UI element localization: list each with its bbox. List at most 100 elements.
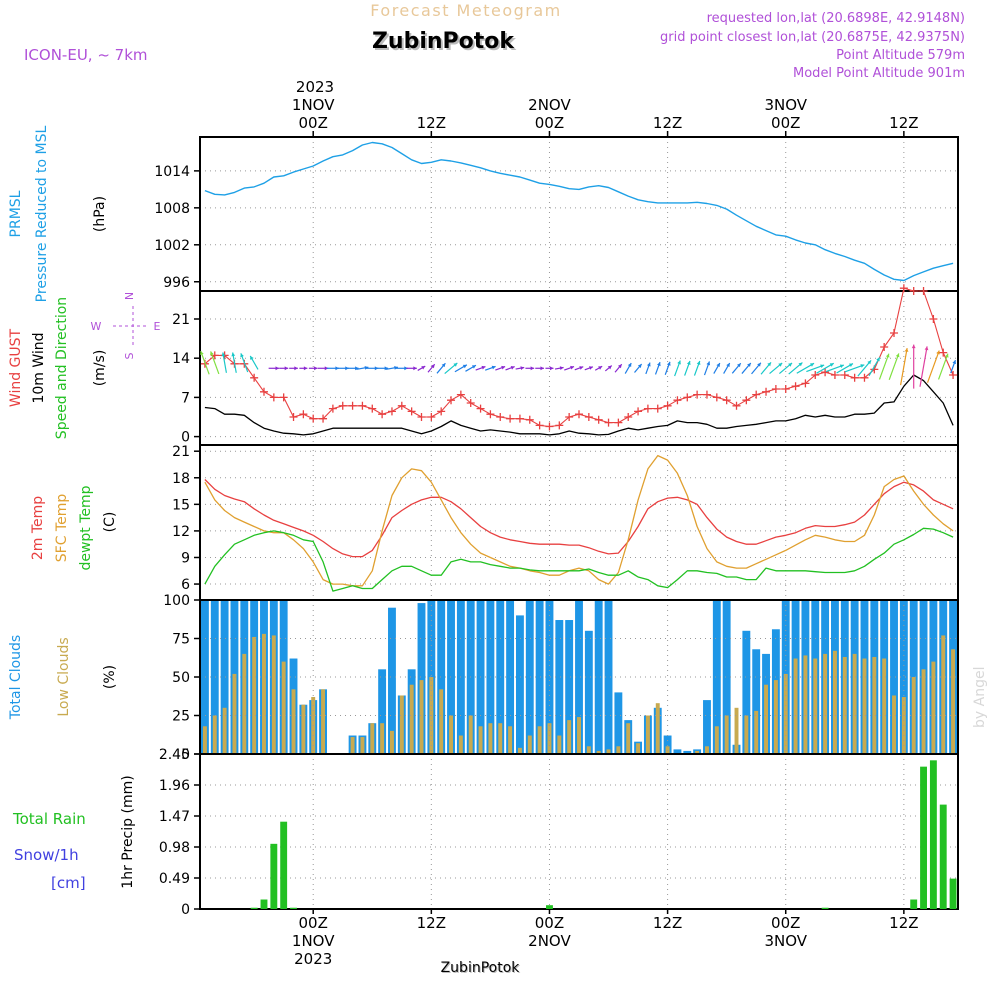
gust-marker	[919, 287, 928, 295]
wind-arrow-head	[579, 366, 584, 370]
low-cloud-bar	[271, 635, 276, 754]
top-year-label: 2023	[296, 78, 334, 96]
low-cloud-bar	[695, 750, 700, 754]
wind10m-label: 10m Wind	[31, 332, 47, 403]
gust-marker	[476, 404, 485, 413]
total-cloud-bar	[525, 600, 534, 754]
compass-n: N	[123, 292, 136, 300]
temp-unit: (C)	[102, 512, 118, 533]
wind-arrow	[505, 366, 515, 371]
total-cloud-bar	[565, 620, 574, 754]
total-cloud-bar	[575, 600, 583, 754]
low-cloud-bar	[754, 710, 759, 754]
wind-arrow	[574, 366, 584, 371]
gust-marker	[338, 401, 347, 410]
wind-arrow	[731, 362, 742, 374]
y-tick-label: 1.96	[159, 778, 190, 794]
wind-arrow-head	[911, 344, 916, 349]
wind-arrow	[816, 362, 835, 374]
wind-arrow-head	[570, 365, 575, 370]
wind-arrow-head	[696, 360, 701, 365]
gust-marker	[643, 404, 652, 413]
gust-marker	[348, 401, 357, 410]
total-cloud-bar	[604, 600, 613, 754]
wind-arrow-head	[441, 363, 446, 368]
total-clouds-label: Total Clouds	[8, 635, 24, 720]
gust-marker	[407, 407, 416, 416]
total-cloud-bar	[899, 600, 908, 754]
total-cloud-bar	[890, 600, 898, 754]
wind-arrow-head	[462, 364, 467, 369]
gust-marker	[289, 413, 298, 421]
wind-arrow-head	[559, 366, 564, 371]
wind-arrow-shaft	[888, 353, 900, 380]
top-hour-label: 00Z	[299, 114, 328, 132]
low-cloud-bar	[911, 677, 916, 754]
wind-arrow	[317, 366, 329, 371]
gust-marker	[525, 415, 534, 424]
wind-arrow-head	[549, 366, 554, 371]
gust-marker	[515, 414, 524, 423]
wind-arrow-head	[686, 360, 691, 365]
clouds-unit: (%)	[102, 665, 118, 689]
gust-marker	[909, 287, 918, 295]
gust-marker	[880, 343, 889, 351]
low-cloud-bar	[527, 735, 532, 754]
rain-bar	[920, 766, 927, 909]
header: Forecast Meteogram ZubinPotok ICON-EU, ~…	[24, 1, 965, 96]
low-cloud-bar	[606, 749, 611, 754]
gust-marker	[683, 393, 692, 402]
gust-marker	[663, 401, 672, 410]
wind-arrow-head	[637, 364, 642, 368]
gust-marker	[890, 329, 899, 337]
wind-arrow	[346, 366, 359, 371]
wind-arrow-head	[453, 362, 458, 367]
wind-arrow-head	[936, 350, 940, 355]
y-tick-label: 0	[181, 902, 190, 918]
gust-marker	[535, 421, 544, 430]
rain-bar	[939, 804, 947, 909]
low-cloud-bar	[852, 653, 857, 754]
low-cloud-bar	[577, 717, 581, 754]
low-clouds-label: Low Clouds	[56, 637, 72, 716]
wind-arrow-head	[491, 365, 496, 370]
model-altitude: Model Point Altitude 901m	[793, 66, 965, 81]
gust-marker	[594, 415, 603, 424]
gust-marker	[742, 396, 751, 405]
gust-marker	[899, 284, 908, 293]
wind-speed-line	[204, 374, 954, 436]
temp-2m-label: 2m Temp	[30, 496, 46, 560]
top-date-label: 2NOV	[528, 96, 571, 114]
wind-direction-label: Speed and Direction	[54, 297, 70, 439]
low-cloud-bar	[951, 649, 956, 754]
gust-marker	[319, 414, 328, 423]
gust-marker	[653, 404, 662, 413]
wind-arrow-head	[540, 366, 544, 371]
wind-arrow-head	[736, 363, 741, 368]
low-cloud-bar	[596, 750, 601, 754]
top-hour-label: 00Z	[535, 114, 564, 132]
wind-arrow-head	[501, 365, 506, 370]
wind-arrow-head	[860, 364, 865, 368]
total-cloud-bar	[535, 600, 544, 754]
rain-bar	[260, 899, 268, 909]
low-cloud-bar	[498, 723, 503, 754]
gust-marker	[673, 396, 682, 405]
low-cloud-bar	[744, 715, 749, 754]
wind-arrow	[868, 357, 881, 377]
y-tick-label: 25	[172, 709, 190, 725]
wind-arrow	[308, 366, 318, 371]
wind-arrow-head	[646, 362, 651, 367]
gust-marker	[545, 422, 554, 431]
wind-arrow-head	[839, 364, 844, 369]
wind-arrow-head	[314, 366, 318, 371]
chart-top-title: Forecast Meteogram	[370, 1, 561, 20]
gust-marker	[397, 401, 406, 410]
closest-coords: grid point closest lon,lat (20.6875E, 42…	[660, 30, 965, 45]
gust-marker	[565, 413, 574, 421]
wind-arrow-head	[355, 366, 359, 371]
wind-arrow-head	[404, 366, 408, 371]
low-cloud-bar	[823, 653, 828, 754]
wind-arrow	[376, 366, 389, 371]
low-cloud-bar	[301, 704, 306, 754]
